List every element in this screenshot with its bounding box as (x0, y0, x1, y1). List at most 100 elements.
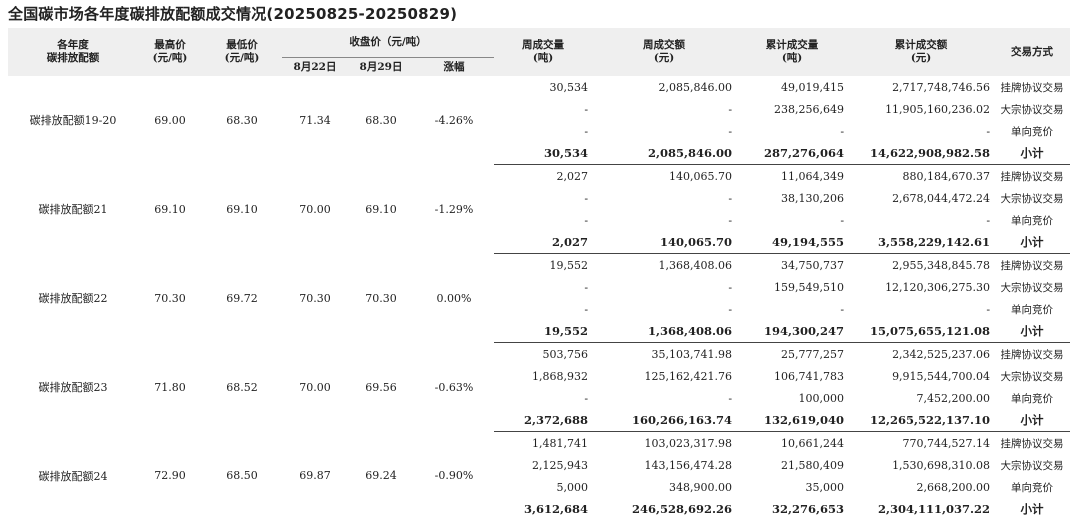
weekly-volume-cell: 503,756 (542, 347, 589, 361)
weekly-amount-cell: - (728, 213, 733, 227)
cum-amount-cell: 7,452,200.00 (916, 391, 991, 405)
method-cell: 小计 (994, 320, 1071, 343)
weekly-amount-cell: - (728, 280, 733, 294)
col-high-line2: (元/吨) (152, 52, 188, 64)
weekly-amount-cell: - (728, 102, 733, 116)
weekly-volume-cell: 3,612,684 (524, 502, 589, 516)
method-cell: 挂牌协议交易 (1000, 437, 1064, 450)
method-cell: 小计 (994, 142, 1071, 165)
method-cell: 挂牌协议交易 (1000, 259, 1064, 272)
weekly-amount-cell: 103,023,317.98 (644, 436, 733, 450)
quota-year-cell: 碳排放配额24 (38, 469, 108, 483)
col-weekly-amount: 周成交额 (元) (592, 28, 737, 76)
cum-amount-cell: 3,558,229,142.61 (848, 231, 995, 254)
cum-amount-cell: - (986, 213, 991, 227)
weekly-amount-cell: 125,162,421.76 (644, 369, 733, 383)
cum-volume-cell: 194,300,247 (736, 320, 849, 343)
cum-volume-cell: 35,000 (805, 480, 845, 494)
close-aug22-cell: 70.30 (299, 291, 331, 305)
cum-amount-cell: 880,184,670.37 (902, 169, 991, 183)
weekly-amount-cell: - (728, 191, 733, 205)
weekly-amount-cell: - (728, 124, 733, 138)
col-close-price: 收盘价（元/吨） (282, 28, 495, 58)
close-aug29-cell: 68.30 (365, 113, 397, 127)
table-row: 碳排放配额19-20 69.00 68.30 71.34 68.30 -4.26% 30,5… (8, 76, 1070, 128)
close-aug22-cell: 71.34 (299, 113, 331, 127)
table-row: 碳排放配额22 70.30 69.72 70.30 70.30 0.00% 19,552 1,… (8, 254, 1070, 306)
cum-amount-cell: 14,622,908,982.58 (848, 142, 995, 165)
table-row: 碳排放配额21 69.10 69.10 70.00 69.10 -1.29% 2,027 14… (8, 165, 1070, 217)
weekly-amount-cell: - (728, 302, 733, 316)
cum-volume-cell: 10,661,244 (781, 436, 845, 450)
page-title: 全国碳市场各年度碳排放配额成交情况(20250825-20250829) (8, 5, 458, 23)
cum-volume-cell: - (840, 124, 845, 138)
weekly-volume-cell: 30,534 (549, 80, 589, 94)
method-cell: 挂牌协议交易 (1000, 170, 1064, 183)
subtotal-row: 2,372,688 160,266,163.74 132,619,040 12,265… (8, 409, 1071, 432)
close-aug22-cell: 70.00 (299, 380, 331, 394)
weekly-amount-cell: 140,065.70 (669, 169, 733, 183)
col-low: 最低价 (元/吨) (202, 28, 282, 76)
method-cell: 大宗协议交易 (1000, 192, 1064, 205)
cum-volume-cell: 38,130,206 (781, 191, 845, 205)
cum-amount-cell: 2,342,525,237.06 (892, 347, 991, 361)
col-method: 交易方式 (994, 28, 1071, 76)
weekly-volume-cell: 19,552 (549, 258, 589, 272)
col-low-line1: 最低价 (226, 39, 258, 51)
cum-amount-cell: - (986, 124, 991, 138)
table-row: 1,868,932 125,162,421.76 106,741,783 9,915,… (8, 365, 1070, 387)
quota-trade-table-wrapper: 各年度 碳排放配额 最高价 (元/吨) 最低价 (元/吨) 收盘价（元/吨） 周… (8, 28, 1071, 520)
weekly-volume-cell: 5,000 (556, 480, 589, 494)
cum-amount-cell: 12,120,306,275.30 (885, 280, 991, 294)
weekly-amount-cell: 140,065.70 (592, 231, 737, 254)
weekly-amount-cell: 2,085,846.00 (592, 142, 737, 165)
cum-volume-cell: 287,276,064 (736, 142, 849, 165)
cum-volume-cell: 21,580,409 (781, 458, 845, 472)
col-weekly-amount-line1: 周成交额 (643, 39, 686, 51)
weekly-amount-cell: 160,266,163.74 (592, 409, 737, 432)
table-row: - - - - 单向竞价 (8, 209, 1070, 231)
weekly-volume-cell: - (584, 124, 589, 138)
change-cell: 0.00% (436, 291, 472, 305)
quota-year-cell: 碳排放配额21 (38, 203, 108, 216)
weekly-volume-cell: 19,552 (494, 320, 593, 343)
method-cell: 单向竞价 (1011, 392, 1054, 405)
weekly-volume-cell: - (584, 102, 589, 116)
cum-amount-cell: 2,678,044,472.24 (892, 191, 991, 205)
method-cell: 大宗协议交易 (1000, 459, 1064, 472)
close-aug29-cell: 69.10 (365, 202, 397, 216)
low-price-cell: 68.52 (226, 380, 258, 394)
close-aug22-cell: 69.87 (299, 469, 331, 483)
cum-volume-cell: 34,750,737 (781, 258, 845, 272)
low-price-cell: 69.72 (226, 291, 258, 305)
method-cell: 大宗协议交易 (1000, 281, 1064, 294)
cum-amount-cell: - (986, 302, 991, 316)
col-weekly-amount-line2: (元) (653, 52, 675, 64)
cum-volume-cell: 132,619,040 (736, 409, 849, 432)
col-high-line1: 最高价 (154, 39, 186, 51)
method-cell: 挂牌协议交易 (1000, 81, 1064, 94)
table-header: 各年度 碳排放配额 最高价 (元/吨) 最低价 (元/吨) 收盘价（元/吨） 周… (8, 28, 1071, 76)
table-row: - - - - 单向竞价 (8, 120, 1070, 142)
weekly-volume-cell: - (584, 191, 589, 205)
low-price-cell: 68.50 (226, 469, 258, 483)
cum-amount-cell: 770,744,527.14 (902, 436, 991, 450)
weekly-volume-cell: 2,372,688 (494, 409, 593, 432)
method-cell: 单向竞价 (1011, 303, 1054, 316)
table-row: - - 38,130,206 2,678,044,472.24 大宗协议交易 (8, 187, 1070, 209)
weekly-amount-cell: 348,900.00 (669, 480, 733, 494)
quota-trade-table: 各年度 碳排放配额 最高价 (元/吨) 最低价 (元/吨) 收盘价（元/吨） 周… (8, 28, 1071, 520)
col-year-line2: 碳排放配额 (46, 52, 100, 64)
col-aug22: 8月22日 (282, 57, 348, 76)
cum-volume-cell: 106,741,783 (774, 369, 845, 383)
low-price-cell: 68.30 (226, 113, 258, 127)
weekly-amount-cell: 35,103,741.98 (651, 347, 733, 361)
col-weekly-volume: 周成交量 (吨) (494, 28, 593, 76)
weekly-volume-cell: 2,027 (494, 231, 593, 254)
table-row: 2,125,943 143,156,474.28 21,580,409 1,530,6… (8, 454, 1070, 476)
table-row: 碳排放配额23 71.80 68.52 70.00 69.56 -0.63% 503,756… (8, 343, 1070, 395)
col-cum-amount-line2: (元) (910, 52, 932, 64)
subtotal-row: 30,534 2,085,846.00 287,276,064 14,622,908,… (8, 142, 1071, 165)
change-cell: -0.90% (434, 469, 474, 483)
table-row: - - - - 单向竞价 (8, 298, 1070, 320)
